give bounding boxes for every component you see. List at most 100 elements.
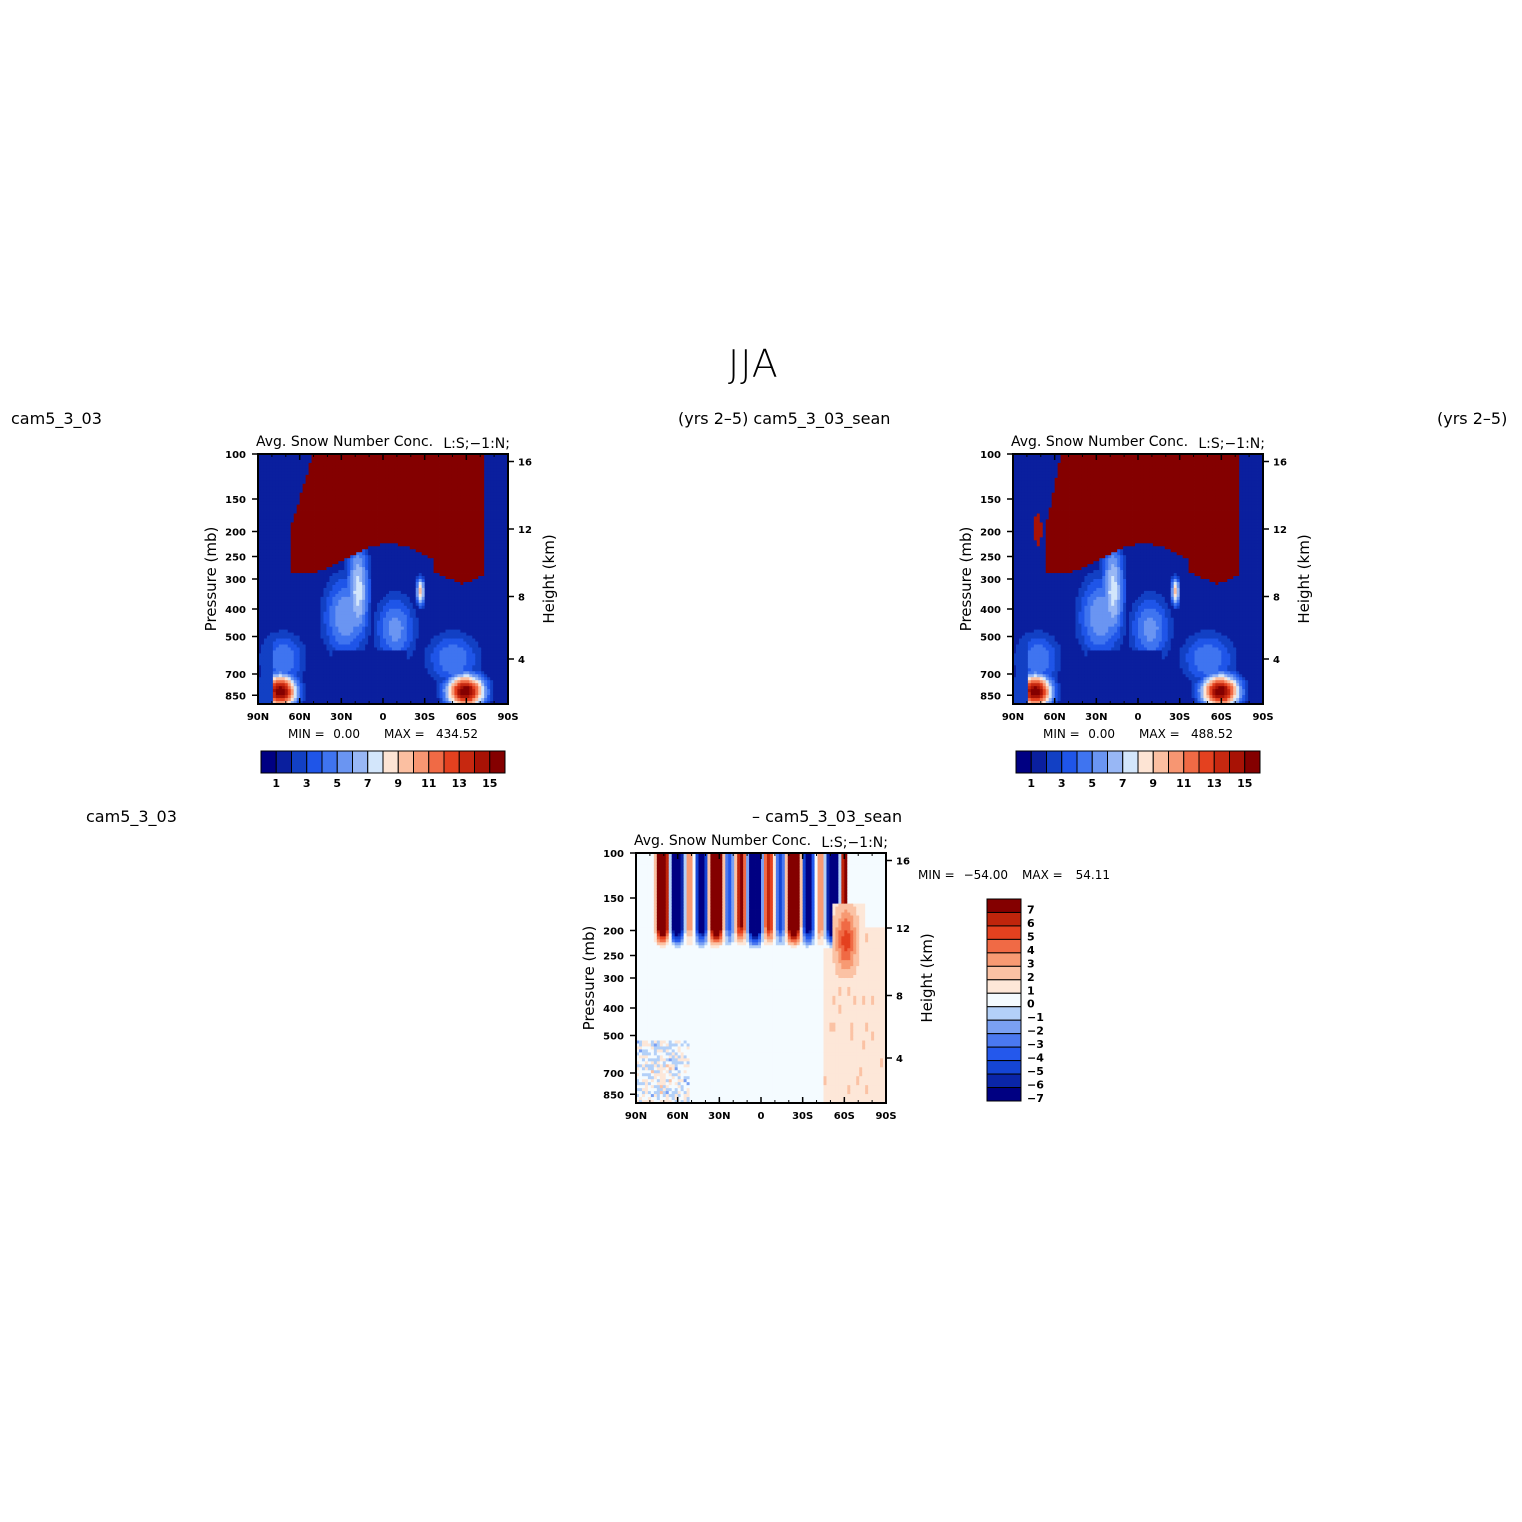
heat-cell [431, 636, 434, 639]
heat-cell [306, 582, 309, 585]
heat-cell [398, 618, 401, 621]
heat-cell [389, 692, 392, 695]
heat-cell [309, 549, 312, 552]
heat-cell [326, 653, 329, 656]
heat-cell [323, 487, 326, 490]
heat-cell [392, 540, 395, 543]
heat-cell [323, 493, 326, 496]
heat-cell [365, 475, 368, 478]
heat-cell [306, 534, 309, 537]
heat-cell [362, 642, 365, 645]
heat-cell [344, 695, 347, 698]
heat-cell [368, 609, 371, 612]
heat-cell [303, 567, 306, 570]
heat-cell [398, 683, 401, 686]
heat-cell [297, 695, 300, 698]
heat-cell [422, 659, 425, 662]
heat-cell [267, 636, 270, 639]
heat-cell [380, 695, 383, 698]
heat-cell [365, 627, 368, 630]
heat-cell [300, 555, 303, 558]
heat-cell [279, 552, 282, 555]
heat-cell [261, 612, 264, 615]
heat-cell [335, 517, 338, 520]
heat-cell [276, 466, 279, 469]
heat-cell [386, 484, 389, 487]
heat-cell [315, 469, 318, 472]
heat-cell [288, 505, 291, 508]
heat-cell [335, 698, 338, 701]
heat-cell [279, 668, 282, 671]
heat-cell [279, 558, 282, 561]
heat-cell [321, 555, 324, 558]
heat-cell [359, 534, 362, 537]
heat-cell [392, 668, 395, 671]
heat-cell [350, 677, 353, 680]
heat-cell [309, 531, 312, 534]
heat-cell [329, 606, 332, 609]
heat-cell [279, 522, 282, 525]
heat-cell [431, 633, 434, 636]
heat-cell [273, 603, 276, 606]
heat-cell [300, 639, 303, 642]
heat-cell [368, 469, 371, 472]
heat-cell [386, 519, 389, 522]
heat-cell [273, 519, 276, 522]
heat-cell [368, 561, 371, 564]
heat-cell [291, 656, 294, 659]
heat-cell [329, 505, 332, 508]
heat-cell [318, 659, 321, 662]
heat-cell [312, 499, 315, 502]
heat-cell [312, 647, 315, 650]
heat-cell [309, 692, 312, 695]
heat-cell [282, 540, 285, 543]
heat-cell [341, 546, 344, 549]
heat-cell [291, 588, 294, 591]
heat-cell [297, 472, 300, 475]
heat-cell [404, 546, 407, 549]
heat-cell [315, 546, 318, 549]
heat-cell [267, 487, 270, 490]
heat-cell [267, 582, 270, 585]
heat-cell [350, 591, 353, 594]
heat-cell [294, 633, 297, 636]
heat-cell [416, 671, 419, 674]
heat-cell [291, 609, 294, 612]
heat-cell [389, 460, 392, 463]
heat-cell [413, 609, 416, 612]
heat-cell [422, 517, 425, 520]
heat-cell [303, 615, 306, 618]
heat-cell [365, 490, 368, 493]
heat-cell [383, 484, 386, 487]
heat-cell [270, 457, 273, 460]
heat-cell [362, 636, 365, 639]
heat-cell [434, 555, 437, 558]
heat-cell [267, 695, 270, 698]
heat-cell [341, 487, 344, 490]
heat-cell [392, 517, 395, 520]
heat-cell [261, 552, 264, 555]
heat-cell [380, 540, 383, 543]
heat-cell [416, 591, 419, 594]
heat-cell [377, 552, 380, 555]
heat-cell [350, 636, 353, 639]
heat-cell [356, 642, 359, 645]
heat-cell [404, 525, 407, 528]
heat-cell [386, 537, 389, 540]
heat-cell [413, 639, 416, 642]
heat-cell [341, 644, 344, 647]
heat-cell [419, 585, 422, 588]
heat-cell [315, 549, 318, 552]
heat-cell [315, 653, 318, 656]
heat-cell [416, 680, 419, 683]
heat-cell [422, 603, 425, 606]
heat-cell [380, 680, 383, 683]
heat-cell [338, 674, 341, 677]
heat-cell [288, 656, 291, 659]
heat-cell [267, 630, 270, 633]
heat-cell [291, 564, 294, 567]
heat-cell [398, 579, 401, 582]
heat-cell [416, 534, 419, 537]
heat-cell [329, 490, 332, 493]
heat-cell [270, 472, 273, 475]
